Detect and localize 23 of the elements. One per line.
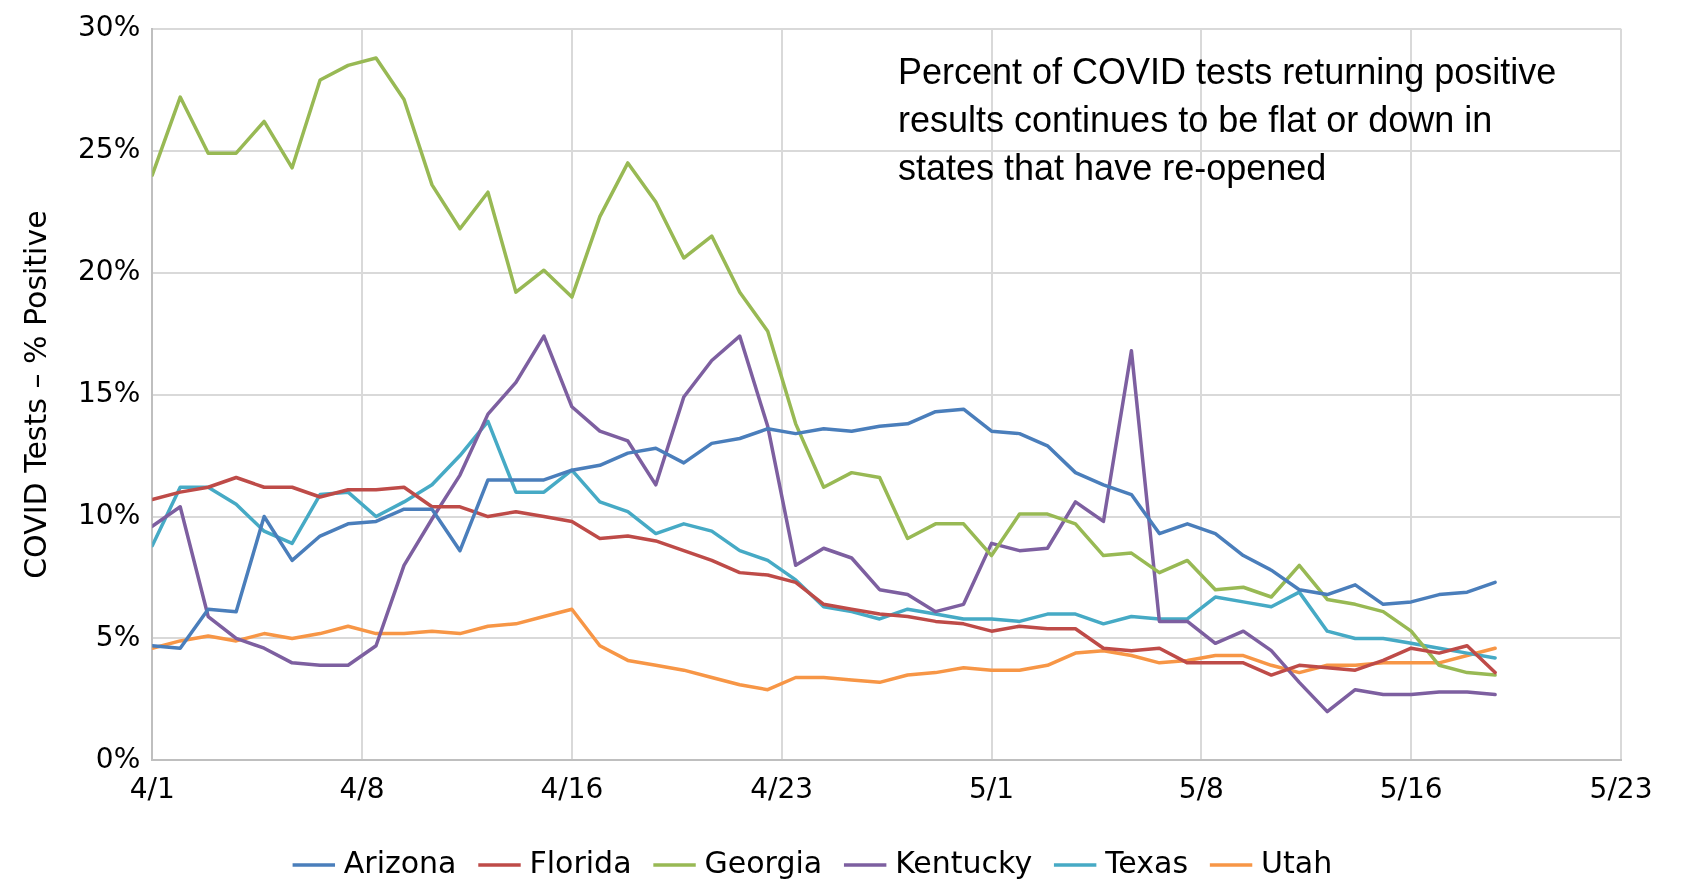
y-tick-label: 20% bbox=[78, 253, 141, 287]
y-tick-label: 15% bbox=[78, 375, 141, 409]
y-tick-label: 0% bbox=[95, 741, 141, 775]
legend-label: Arizona bbox=[343, 844, 457, 880]
y-tick-label: 10% bbox=[78, 497, 141, 531]
x-tick-label: 5/23 bbox=[1589, 772, 1653, 806]
x-tick-label: 5/1 bbox=[969, 772, 1015, 806]
x-tick-label: 5/16 bbox=[1379, 772, 1443, 806]
annotation: Percent of COVID tests returning positive results continues to be flat or down in states that have re-opened bbox=[898, 50, 1558, 190]
x-tick-label: 4/16 bbox=[540, 772, 604, 806]
y-axis-title: COVID Tests – % Positive bbox=[17, 210, 53, 579]
y-tick-label: 30% bbox=[78, 10, 141, 44]
y-tick-label: 25% bbox=[78, 132, 141, 166]
legend-label: Utah bbox=[1261, 844, 1333, 880]
legend-label: Kentucky bbox=[895, 844, 1033, 880]
x-tick-label: 4/8 bbox=[339, 772, 385, 806]
legend-label: Georgia bbox=[704, 844, 823, 880]
y-tick-label: 5% bbox=[95, 619, 141, 653]
legend-label: Texas bbox=[1104, 844, 1189, 880]
legend-label: Florida bbox=[529, 844, 632, 880]
x-tick-label: 4/23 bbox=[750, 772, 814, 806]
x-tick-label: 4/1 bbox=[129, 772, 175, 806]
x-tick-label: 5/8 bbox=[1178, 772, 1224, 806]
